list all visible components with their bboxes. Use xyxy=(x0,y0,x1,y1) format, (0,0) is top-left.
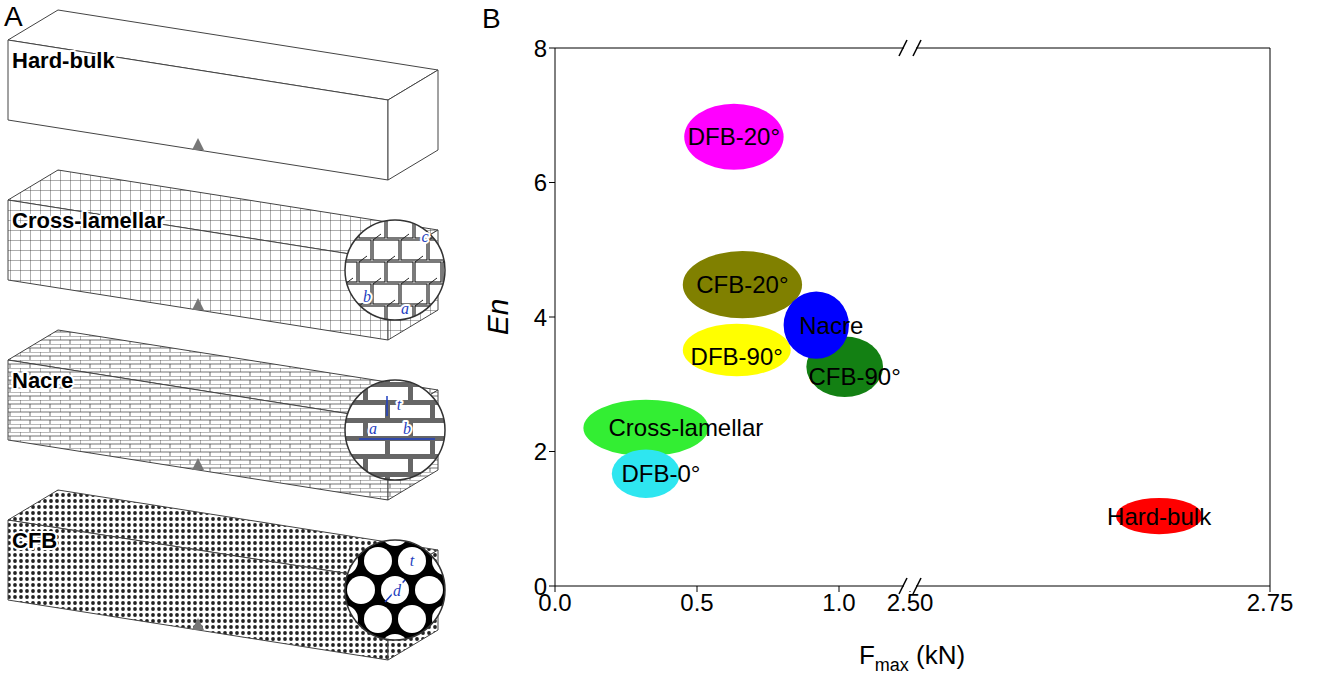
svg-text:En: En xyxy=(481,299,514,336)
svg-text:8: 8 xyxy=(534,35,547,62)
svg-text:2.50: 2.50 xyxy=(887,589,934,616)
svg-text:b: b xyxy=(403,420,411,437)
svg-text:CFB: CFB xyxy=(12,528,57,553)
svg-text:d: d xyxy=(393,582,402,599)
svg-text:CFB-90°: CFB-90° xyxy=(809,363,901,390)
svg-text:CFB-20°: CFB-20° xyxy=(696,271,788,298)
svg-text:t: t xyxy=(397,396,402,413)
svg-text:2.75: 2.75 xyxy=(1247,589,1294,616)
svg-text:DFB-0°: DFB-0° xyxy=(621,460,700,487)
svg-text:0: 0 xyxy=(534,573,547,600)
svg-text:c: c xyxy=(421,228,428,245)
svg-text:Hard-bulk: Hard-bulk xyxy=(12,48,115,73)
svg-text:a: a xyxy=(369,420,377,437)
svg-text:B: B xyxy=(482,3,501,34)
svg-text:0.5: 0.5 xyxy=(680,589,713,616)
svg-text:4: 4 xyxy=(534,304,547,331)
svg-text:Cross-lamellar: Cross-lamellar xyxy=(609,414,764,441)
svg-text:6: 6 xyxy=(534,169,547,196)
svg-text:Cross-lamellar: Cross-lamellar xyxy=(12,208,165,233)
svg-text:Nacre: Nacre xyxy=(12,368,73,393)
svg-text:Hard-bulk: Hard-bulk xyxy=(1107,503,1212,530)
svg-text:DFB-20°: DFB-20° xyxy=(688,123,780,150)
svg-text:Fmax (kN): Fmax (kN) xyxy=(859,640,965,675)
svg-text:t: t xyxy=(410,552,415,569)
svg-text:DFB-90°: DFB-90° xyxy=(691,343,783,370)
svg-text:a: a xyxy=(401,300,409,317)
svg-text:Nacre: Nacre xyxy=(799,312,863,339)
svg-text:A: A xyxy=(4,1,23,32)
svg-text:2: 2 xyxy=(534,438,547,465)
svg-text:0.0: 0.0 xyxy=(538,589,572,616)
svg-text:b: b xyxy=(363,288,371,305)
svg-text:1.0: 1.0 xyxy=(822,589,855,616)
